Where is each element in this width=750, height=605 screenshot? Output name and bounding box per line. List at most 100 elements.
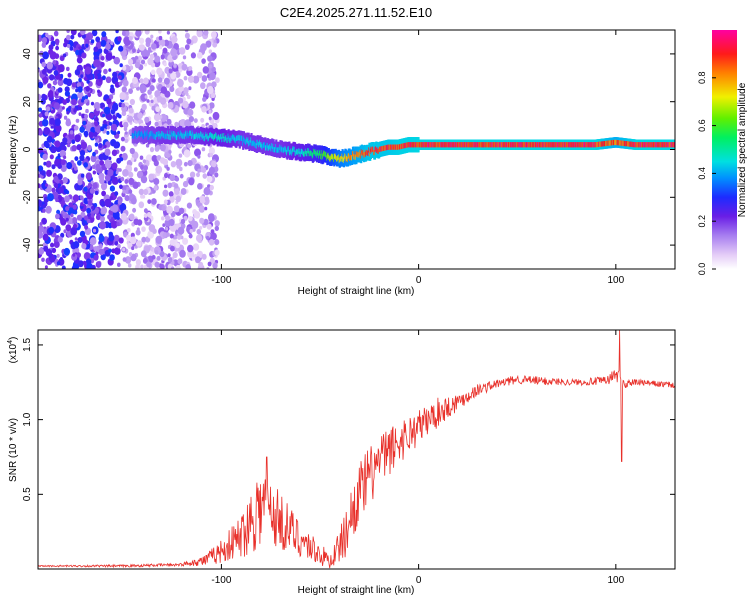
snr-y-scale-exponent: 4 xyxy=(7,340,14,344)
spectrogram-noise-blob xyxy=(83,252,91,261)
spectrogram-noise-blob xyxy=(64,90,70,97)
spectrogram-noise-blob xyxy=(117,199,123,205)
spectrogram-noise-blob xyxy=(90,39,95,44)
spectrogram-noise-blob xyxy=(179,47,186,55)
spectrogram-noise-blob xyxy=(83,130,89,137)
spectrogram-noise-blob xyxy=(177,258,183,265)
spectrogram-noise-blob xyxy=(200,43,207,52)
spectrogram-noise-blob xyxy=(183,75,188,81)
spectrogram-noise-blob xyxy=(110,84,114,89)
spectrogram-noise-blob xyxy=(168,150,172,154)
spectrogram-noise-blob xyxy=(98,235,105,243)
spectrogram-noise-blob xyxy=(57,78,64,86)
spectrogram-noise-blob xyxy=(130,197,137,205)
spectrogram-noise-blob xyxy=(60,159,66,166)
spectrogram-noise-blob xyxy=(171,36,178,43)
spectrogram-noise-blob xyxy=(93,59,101,68)
spectrogram-noise-blob xyxy=(105,160,112,169)
spectrogram-noise-blob xyxy=(135,259,141,266)
spectrogram-noise-blob xyxy=(62,53,67,58)
spectrogram-noise-blob xyxy=(109,86,115,94)
spectrogram-noise-blob xyxy=(126,234,131,241)
spectrogram-noise-blob xyxy=(196,172,200,178)
spectrogram-noise-blob xyxy=(68,105,72,110)
spectrogram-noise-blob xyxy=(55,124,62,133)
spectrogram-noise-blob xyxy=(151,105,156,111)
spectrogram-noise-blob xyxy=(45,183,48,187)
spectrogram-noise-blob xyxy=(183,149,191,158)
spectrogram-noise-blob xyxy=(201,253,207,260)
spectrogram-noise-blob xyxy=(201,124,205,129)
spectrogram-noise-blob xyxy=(95,163,101,170)
spectrogram-noise-blob xyxy=(147,89,152,95)
colorbar: 0.0 0.2 0.4 0.6 0.8 Normalized spectral ampl… xyxy=(697,30,748,275)
spectrogram-noise-blob xyxy=(106,130,110,135)
spectrogram-noise-blob xyxy=(68,202,74,209)
spectrogram-noise-blob xyxy=(206,175,213,183)
spectrogram-noise-blob xyxy=(194,211,201,219)
spectrogram-noise-blob xyxy=(65,206,70,212)
spectrogram-noise-blob xyxy=(205,40,212,48)
spectrogram-noise-blob xyxy=(86,218,91,224)
spectrogram-noise-blob xyxy=(87,182,93,188)
spectrogram-noise-blob xyxy=(67,72,72,78)
spectrogram-noise-blob xyxy=(89,237,97,246)
spectrogram-noise-blob xyxy=(76,82,82,88)
spectrogram-noise-blob xyxy=(186,202,192,209)
spectrogram-noise-blob xyxy=(208,214,215,223)
spectrogram-noise-blob xyxy=(209,184,214,191)
spectrogram-noise-blob xyxy=(41,37,48,44)
spectrogram-noise-blob xyxy=(75,118,80,123)
spectrogram-noise-blob xyxy=(66,110,70,115)
spectrogram-noise-blob xyxy=(182,55,187,60)
snr-frame xyxy=(37,329,676,570)
spectrogram-noise-blob xyxy=(164,172,169,179)
spectrogram-noise-blob xyxy=(81,52,87,59)
spectrogram-noise-blob xyxy=(149,53,155,60)
spectrogram-noise-blob xyxy=(184,30,189,33)
spectrogram-noise-blob xyxy=(178,153,183,158)
spectrogram-noise-blob xyxy=(136,240,142,247)
spectrogram-noise-blob xyxy=(187,75,195,83)
spectrogram-noise-blob xyxy=(61,265,66,269)
spectrogram-noise-blob xyxy=(90,213,95,218)
svg-text:(x104): (x104) xyxy=(7,337,19,364)
spectrogram-noise-blob xyxy=(79,154,85,162)
spectrogram-noise-blob xyxy=(66,44,71,48)
spectrogram-noise-blob xyxy=(114,191,119,197)
spectrogram-noise-blob xyxy=(49,117,56,125)
spectrogram-noise-blob xyxy=(120,212,128,221)
spectrogram-noise-blob xyxy=(77,86,83,93)
spectrogram-noise-blob xyxy=(155,165,163,174)
spectrogram-noise-blob xyxy=(70,30,77,36)
spectrogram-noise-blob xyxy=(38,239,41,245)
spectrogram-noise-blob xyxy=(73,108,77,113)
spectrogram-noise-blob xyxy=(118,81,123,86)
spectrogram-noise-blob xyxy=(210,31,217,39)
spectrogram-noise-blob xyxy=(187,160,193,167)
spectrogram-noise-blob xyxy=(39,222,43,226)
spectrogram-noise-blob xyxy=(150,99,154,104)
spectrogram-noise-blob xyxy=(74,69,81,76)
snr-y-tick-label: 0.5 xyxy=(22,487,33,501)
snr-x-tick-label: -100 xyxy=(211,575,231,586)
spectrogram-noise-blob xyxy=(117,36,122,42)
spectrogram-noise-blob xyxy=(169,196,175,203)
spectrogram-noise-blob xyxy=(80,30,86,36)
spectrogram-noise-blob xyxy=(133,218,139,226)
spectrogram-noise-blob xyxy=(86,207,91,214)
spectrogram-noise-blob xyxy=(97,48,103,54)
spectrogram-noise-blob xyxy=(92,151,96,157)
spectrogram-noise-blob xyxy=(105,76,112,84)
spectrogram-noise-blob xyxy=(100,200,106,208)
spectrogram-noise-blob xyxy=(185,264,191,269)
spectrogram-noise-blob xyxy=(59,73,64,79)
spectrogram-noise-blob xyxy=(57,163,62,169)
spectrogram-noise-blob xyxy=(162,158,169,166)
spectrogram-noise-blob xyxy=(175,195,182,203)
spectrogram-noise-blob xyxy=(117,262,121,267)
spectrogram-noise-blob xyxy=(94,121,99,127)
spectrogram-noise-blob xyxy=(142,194,146,199)
spectrogram-noise-blob xyxy=(42,153,48,160)
spectrogram-noise-blob xyxy=(215,77,220,83)
